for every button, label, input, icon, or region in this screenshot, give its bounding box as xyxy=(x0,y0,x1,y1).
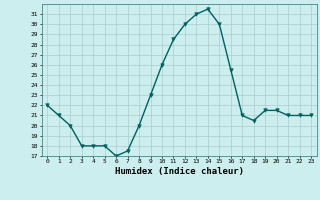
X-axis label: Humidex (Indice chaleur): Humidex (Indice chaleur) xyxy=(115,167,244,176)
